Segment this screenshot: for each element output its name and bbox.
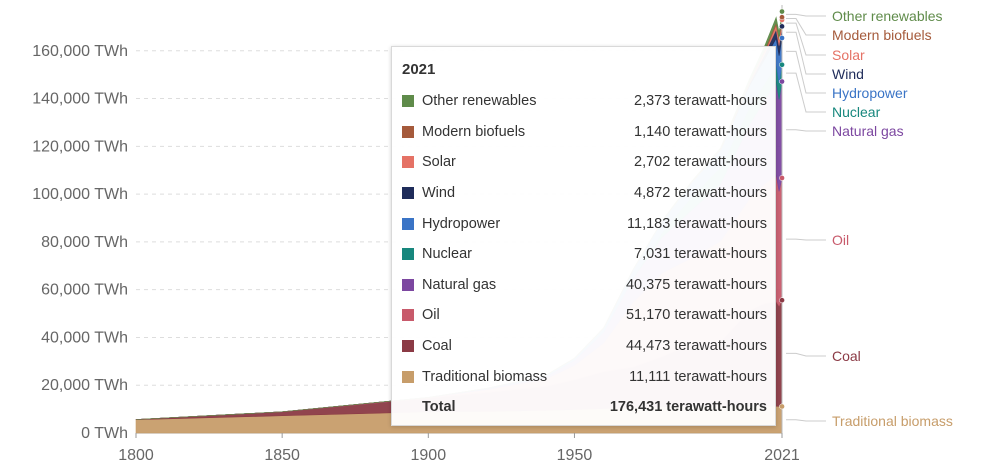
tooltip-total-spacer bbox=[402, 401, 414, 413]
tooltip-row-name: Solar bbox=[422, 154, 456, 171]
tooltip-swatch bbox=[402, 125, 414, 138]
legend-label-natural-gas[interactable]: Natural gas bbox=[832, 123, 904, 139]
tooltip-row-value: 51,170 terawatt-hours bbox=[625, 307, 767, 324]
tooltip-row: Wind 4,872 terawatt-hours bbox=[402, 178, 767, 209]
legend-connector bbox=[786, 22, 826, 56]
legend-label-nuclear[interactable]: Nuclear bbox=[832, 104, 881, 120]
tooltip-swatch bbox=[402, 278, 414, 291]
legend-connector bbox=[786, 72, 826, 113]
x-tick-label: 1850 bbox=[264, 447, 300, 464]
tooltip-row-name: Oil bbox=[422, 307, 440, 324]
tooltip-row-name: Nuclear bbox=[422, 246, 472, 263]
hover-dot bbox=[779, 35, 785, 41]
tooltip-row-name: Natural gas bbox=[422, 276, 497, 293]
y-tick-label: 120,000 TWh bbox=[32, 138, 128, 155]
tooltip-swatch bbox=[402, 156, 414, 169]
tooltip-row: Natural gas 40,375 terawatt-hours bbox=[402, 270, 767, 301]
tooltip-row: Hydropower 11,183 terawatt-hours bbox=[402, 208, 767, 239]
legend-label-traditional-biomass[interactable]: Traditional biomass bbox=[832, 413, 953, 429]
tooltip-swatch bbox=[402, 95, 414, 108]
tooltip-row: Nuclear 7,031 terawatt-hours bbox=[402, 239, 767, 270]
tooltip-row-value: 40,375 terawatt-hours bbox=[625, 276, 767, 293]
tooltip-swatch bbox=[402, 248, 414, 261]
legend-connector bbox=[786, 238, 826, 241]
tooltip-swatch bbox=[402, 187, 414, 200]
tooltip-swatch bbox=[402, 340, 414, 353]
legend[interactable]: Other renewables Modern biofuels Solar Wind… bbox=[786, 8, 953, 429]
hover-dot bbox=[779, 78, 785, 85]
legend-label-solar[interactable]: Solar bbox=[832, 47, 865, 63]
tooltip-swatch bbox=[402, 370, 414, 383]
tooltip-row-value: 7,031 terawatt-hours bbox=[634, 246, 767, 263]
hover-dot bbox=[779, 61, 785, 68]
y-axis-ticks: 0 TWh 20,000 TWh 40,000 TWh 60,000 TWh 80,00… bbox=[32, 43, 128, 442]
tooltip-row: Other renewables 2,373 terawatt-hours bbox=[402, 86, 767, 117]
legend-label-wind[interactable]: Wind bbox=[832, 66, 864, 82]
tooltip-row: Oil 51,170 terawatt-hours bbox=[402, 300, 767, 331]
tooltip-swatch bbox=[402, 217, 414, 230]
x-tick-label: 1900 bbox=[411, 447, 447, 464]
legend-label-modern-biofuels[interactable]: Modern biofuels bbox=[832, 27, 932, 43]
legend-label-hydropower[interactable]: Hydropower bbox=[832, 85, 908, 101]
hover-dot bbox=[779, 297, 785, 304]
legend-label-coal[interactable]: Coal bbox=[832, 348, 861, 364]
y-tick-label: 140,000 TWh bbox=[32, 91, 128, 108]
tooltip-row: Modern biofuels 1,140 terawatt-hours bbox=[402, 117, 767, 148]
legend-label-other-renewables[interactable]: Other renewables bbox=[832, 8, 943, 24]
tooltip-row-name: Wind bbox=[422, 185, 456, 202]
legend-connector bbox=[786, 18, 826, 36]
y-tick-label: 80,000 TWh bbox=[41, 234, 128, 251]
tooltip-year: 2021 bbox=[402, 61, 436, 78]
tooltip-total-value: 176,431 terawatt-hours bbox=[609, 399, 767, 416]
tooltip-row-value: 2,702 terawatt-hours bbox=[634, 154, 767, 171]
tooltip-row: Coal 44,473 terawatt-hours bbox=[402, 331, 767, 362]
x-axis: 1800 1850 1900 1950 2021 bbox=[118, 433, 800, 464]
tooltip: 2021 Other renewables 2,373 terawatt-hour… bbox=[391, 46, 776, 426]
tooltip-row-value: 11,111 terawatt-hours bbox=[629, 368, 767, 385]
tooltip-row-name: Coal bbox=[422, 338, 452, 355]
hover-dot bbox=[779, 175, 785, 181]
legend-connector bbox=[786, 352, 826, 357]
tooltip-row-name: Modern biofuels bbox=[422, 123, 526, 140]
legend-label-oil[interactable]: Oil bbox=[832, 232, 849, 248]
hover-dot bbox=[779, 23, 785, 30]
tooltip-row-name: Hydropower bbox=[422, 215, 501, 232]
x-tick-label: 2021 bbox=[764, 447, 800, 464]
tooltip-row-name: Traditional biomass bbox=[422, 368, 548, 385]
hover-dot bbox=[779, 403, 785, 410]
tooltip-row-value: 4,872 terawatt-hours bbox=[634, 185, 767, 202]
tooltip-row: Solar 2,702 terawatt-hours bbox=[402, 147, 767, 178]
legend-connector bbox=[786, 419, 826, 422]
tooltip-swatch bbox=[402, 309, 414, 322]
tooltip-total-label: Total bbox=[422, 399, 456, 416]
tooltip-row-name: Other renewables bbox=[422, 93, 537, 110]
x-tick-label: 1800 bbox=[118, 447, 154, 464]
y-tick-label: 20,000 TWh bbox=[41, 377, 128, 394]
y-tick-label: 60,000 TWh bbox=[41, 282, 128, 299]
legend-connector bbox=[786, 31, 826, 75]
tooltip-row-value: 44,473 terawatt-hours bbox=[625, 338, 767, 355]
hover-dot bbox=[779, 8, 785, 15]
tooltip-rows: Other renewables 2,373 terawatt-hours Mode… bbox=[402, 86, 767, 392]
y-tick-label: 0 TWh bbox=[81, 425, 128, 442]
tooltip-row-value: 11,183 terawatt-hours bbox=[627, 215, 767, 232]
hover-marker bbox=[779, 5, 785, 433]
tooltip-row-value: 1,140 terawatt-hours bbox=[634, 123, 767, 140]
y-tick-label: 160,000 TWh bbox=[32, 43, 128, 60]
hover-dot bbox=[779, 14, 785, 21]
y-tick-label: 100,000 TWh bbox=[32, 186, 128, 203]
tooltip-row-value: 2,373 terawatt-hours bbox=[634, 93, 767, 110]
x-tick-label: 1950 bbox=[557, 447, 593, 464]
tooltip-total-row: Total 176,431 terawatt-hours bbox=[402, 392, 767, 423]
legend-connector bbox=[786, 50, 826, 94]
tooltip-row: Traditional biomass 11,111 terawatt-hours bbox=[402, 361, 767, 392]
y-tick-label: 40,000 TWh bbox=[41, 329, 128, 346]
legend-connector bbox=[786, 129, 826, 132]
legend-connector bbox=[786, 13, 826, 17]
